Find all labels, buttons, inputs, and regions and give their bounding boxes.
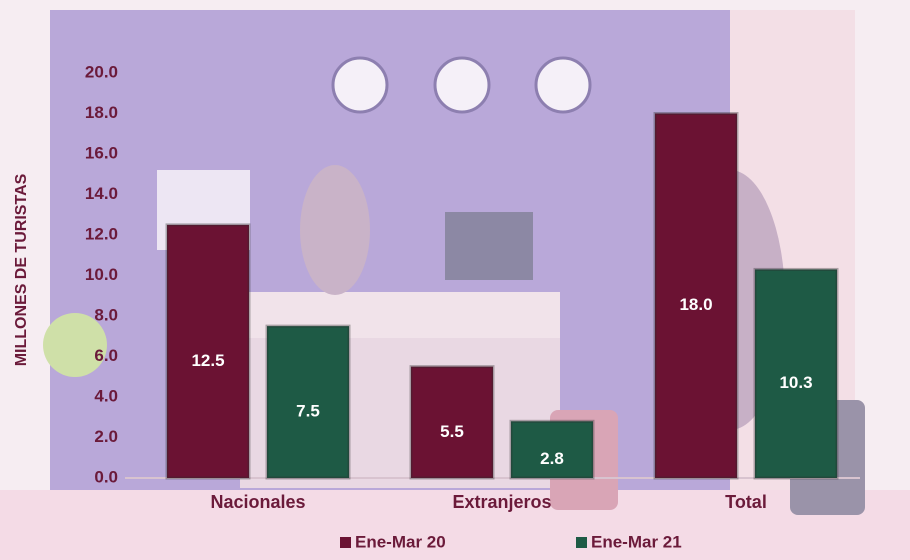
y-tick-label: 8.0 [94,305,118,324]
legend-label: Ene-Mar 21 [591,532,682,551]
y-tick-label: 18.0 [85,103,118,122]
value-label: 7.5 [296,402,320,421]
value-label: 12.5 [191,351,224,370]
y-tick-label: 4.0 [94,386,118,405]
y-tick-label: 0.0 [94,467,118,486]
value-label: 10.3 [779,373,812,392]
y-tick-label: 14.0 [85,184,118,203]
value-label: 2.8 [540,449,564,468]
legend-swatch [340,537,351,548]
legend-swatch [576,537,587,548]
chart: MILLONES DE TURISTAS 0.0 2.0 4.0 6.0 8.0 10.0… [0,0,910,560]
legend-label: Ene-Mar 20 [355,532,446,551]
y-tick-label: 2.0 [94,427,118,446]
y-tick-label: 10.0 [85,265,118,284]
value-label: 5.5 [440,422,464,441]
y-tick-label: 20.0 [85,62,118,81]
y-axis-label: MILLONES DE TURISTAS [13,173,30,366]
y-tick-label: 6.0 [94,346,118,365]
x-tick-label: Total [725,492,767,512]
x-tick-label: Extranjeros [452,492,551,512]
x-tick-label: Nacionales [210,492,305,512]
y-tick-label: 12.0 [85,224,118,243]
value-label: 18.0 [679,295,712,314]
y-tick-label: 16.0 [85,143,118,162]
